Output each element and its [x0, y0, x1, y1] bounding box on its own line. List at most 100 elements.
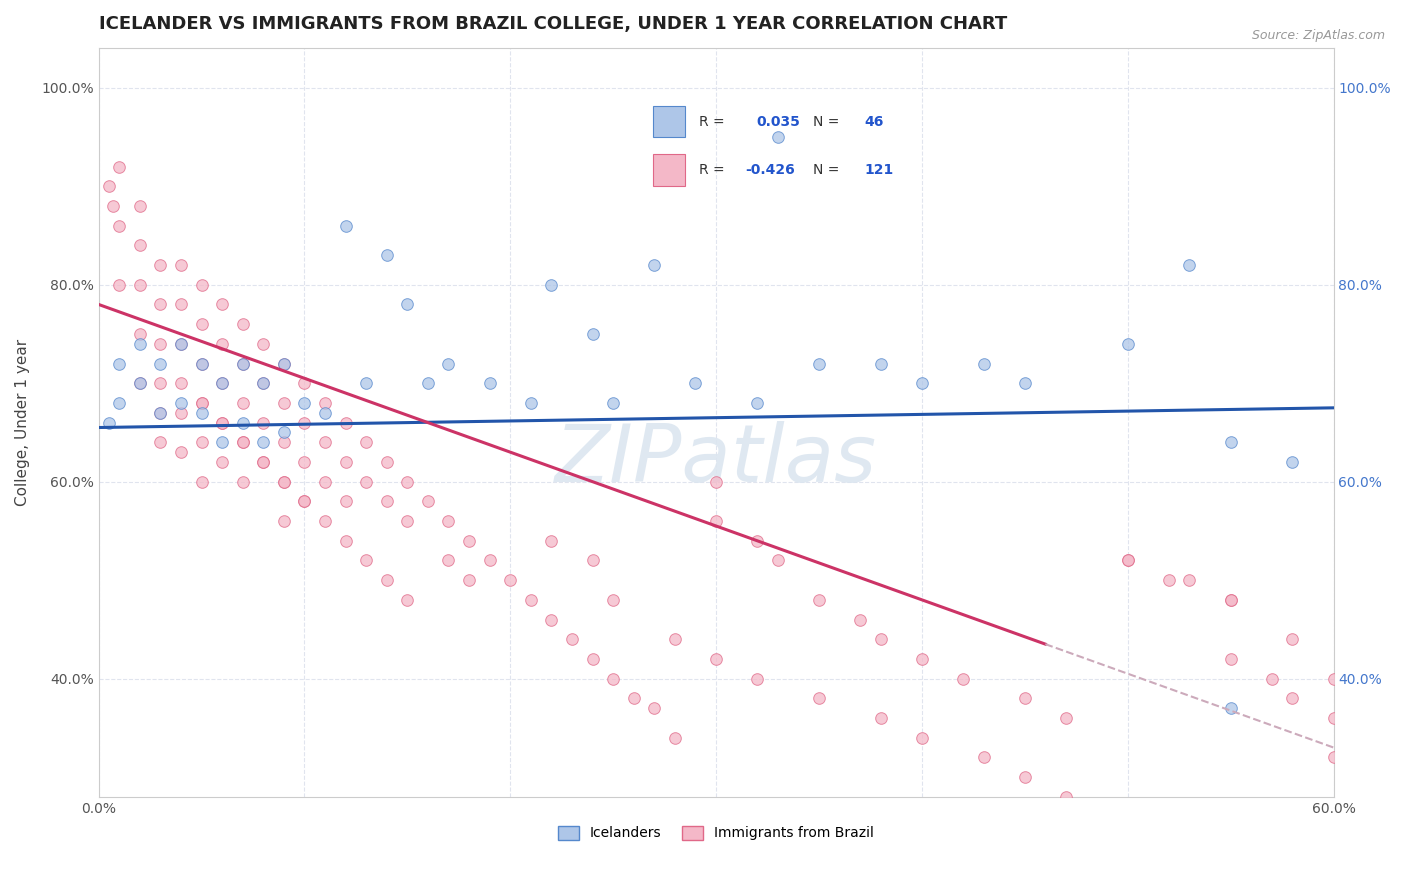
Point [149, 406, 172, 420]
Text: Source: ZipAtlas.com: Source: ZipAtlas.com [1251, 29, 1385, 42]
Point [354, 553, 377, 567]
Point [149, 258, 172, 272]
Point [1281, 691, 1303, 706]
Point [273, 475, 295, 489]
Point [128, 376, 150, 391]
Point [375, 573, 398, 587]
Text: ICELANDER VS IMMIGRANTS FROM BRAZIL COLLEGE, UNDER 1 YEAR CORRELATION CHART: ICELANDER VS IMMIGRANTS FROM BRAZIL COLL… [98, 15, 1007, 33]
Point [252, 336, 274, 351]
Point [294, 494, 316, 508]
Point [685, 376, 707, 391]
Point [211, 376, 233, 391]
Point [211, 455, 233, 469]
Point [766, 130, 789, 145]
Point [1322, 672, 1344, 686]
Point [149, 376, 172, 391]
Point [375, 248, 398, 262]
Point [314, 406, 336, 420]
Point [128, 326, 150, 341]
Point [1219, 701, 1241, 715]
Point [101, 199, 124, 213]
Point [149, 357, 172, 371]
Point [807, 592, 830, 607]
Point [190, 277, 212, 292]
Point [97, 179, 120, 194]
Point [149, 297, 172, 311]
Point [911, 731, 934, 745]
Point [1219, 435, 1241, 450]
Point [232, 475, 254, 489]
Point [128, 199, 150, 213]
Point [108, 357, 131, 371]
Point [540, 533, 562, 548]
Point [335, 219, 357, 233]
Point [170, 445, 193, 459]
Point [561, 632, 583, 647]
Point [581, 326, 603, 341]
Point [314, 514, 336, 528]
Point [190, 396, 212, 410]
Point [273, 357, 295, 371]
Point [232, 435, 254, 450]
Point [1281, 455, 1303, 469]
Point [108, 277, 131, 292]
Point [1014, 691, 1036, 706]
Point [335, 455, 357, 469]
Point [232, 357, 254, 371]
Point [211, 297, 233, 311]
Point [273, 396, 295, 410]
Point [1178, 258, 1201, 272]
Point [869, 632, 891, 647]
Point [170, 336, 193, 351]
Point [190, 475, 212, 489]
Point [911, 652, 934, 666]
Point [416, 494, 439, 508]
Point [375, 455, 398, 469]
Point [252, 455, 274, 469]
Point [602, 592, 624, 607]
Point [211, 376, 233, 391]
Point [294, 376, 316, 391]
Point [314, 475, 336, 489]
Point [704, 514, 727, 528]
Point [354, 376, 377, 391]
Y-axis label: College, Under 1 year: College, Under 1 year [15, 339, 30, 506]
Point [294, 455, 316, 469]
Point [252, 376, 274, 391]
Point [499, 573, 522, 587]
Point [602, 396, 624, 410]
Point [232, 317, 254, 331]
Point [273, 514, 295, 528]
Point [149, 435, 172, 450]
Point [540, 613, 562, 627]
Point [1281, 632, 1303, 647]
Point [766, 553, 789, 567]
Point [1322, 711, 1344, 725]
Point [1322, 750, 1344, 764]
Point [273, 425, 295, 440]
Point [190, 406, 212, 420]
Point [335, 533, 357, 548]
Point [170, 406, 193, 420]
Point [128, 277, 150, 292]
Point [437, 357, 460, 371]
Point [294, 396, 316, 410]
Point [704, 652, 727, 666]
Point [252, 435, 274, 450]
Point [190, 357, 212, 371]
Point [747, 672, 769, 686]
Legend: Icelanders, Immigrants from Brazil: Icelanders, Immigrants from Brazil [553, 820, 880, 846]
Point [190, 357, 212, 371]
Point [273, 357, 295, 371]
Point [1054, 711, 1077, 725]
Point [108, 219, 131, 233]
Point [149, 336, 172, 351]
Point [1116, 553, 1139, 567]
Point [540, 277, 562, 292]
Point [396, 514, 419, 528]
Point [170, 297, 193, 311]
Point [128, 336, 150, 351]
Point [1014, 770, 1036, 784]
Point [252, 455, 274, 469]
Point [623, 691, 645, 706]
